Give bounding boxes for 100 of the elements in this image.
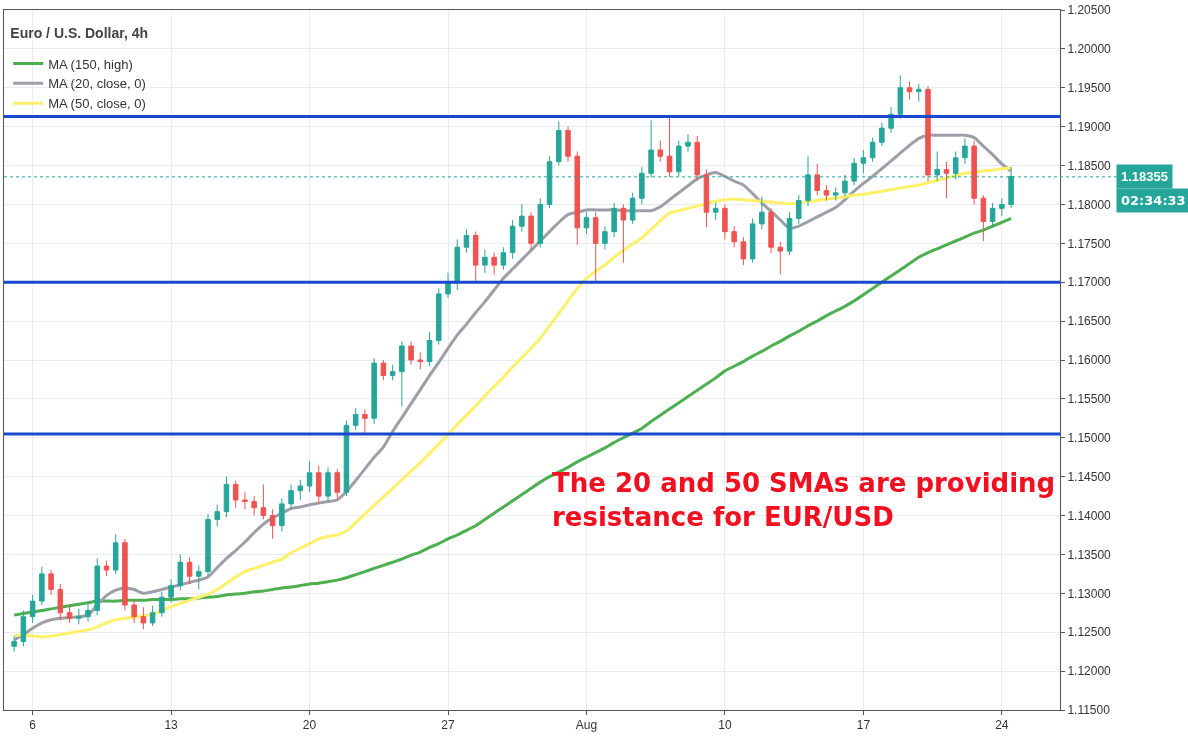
- candlestick: [694, 135, 700, 182]
- candlestick: [574, 151, 580, 246]
- candlestick: [371, 357, 377, 425]
- candlestick: [149, 605, 156, 627]
- candlestick: [759, 196, 765, 230]
- y-tick-label: 1.12500: [1067, 625, 1112, 640]
- candlestick: [454, 238, 460, 291]
- candlestick: [814, 163, 820, 196]
- x-tick-label: 20: [302, 718, 317, 733]
- candlestick: [971, 140, 977, 205]
- x-tick-label: 24: [995, 718, 1009, 733]
- candlestick: [537, 197, 544, 248]
- candlestick: [491, 252, 497, 275]
- candlestick: [57, 583, 64, 622]
- candlestick: [242, 491, 248, 510]
- candlestick: [399, 340, 405, 408]
- candlestick: [112, 533, 119, 575]
- candlestick: [768, 207, 774, 254]
- candlestick: [962, 137, 968, 165]
- candlestick: [796, 194, 802, 225]
- candlestick: [556, 120, 562, 167]
- candlestick: [869, 137, 876, 163]
- candlestick: [989, 202, 996, 229]
- candlestick: [657, 140, 664, 163]
- candlestick: [685, 133, 691, 153]
- candlestick: [943, 161, 950, 199]
- candlestick: [879, 122, 885, 147]
- text: 02:34:33: [1121, 193, 1186, 208]
- y-tick-label: 1.14000: [1067, 508, 1112, 523]
- candlestick: [703, 168, 710, 228]
- candlestick: [519, 203, 525, 233]
- candlestick: [583, 211, 590, 235]
- candlestick: [205, 513, 211, 577]
- candlestick: [592, 211, 599, 283]
- candlestick: [712, 202, 719, 221]
- candlestick: [417, 351, 424, 370]
- x-tick-label: Aug: [575, 718, 598, 733]
- candlestick: [740, 236, 747, 266]
- candlestick: [66, 603, 73, 624]
- candlestick: [159, 591, 165, 618]
- y-tick-label: 1.17500: [1067, 236, 1112, 251]
- candlestick: [103, 560, 110, 577]
- candlestick: [223, 476, 230, 518]
- candlestick: [463, 228, 470, 254]
- candlestick: [251, 495, 257, 517]
- candlestick: [832, 186, 839, 202]
- y-tick-label: 1.20500: [1067, 3, 1112, 18]
- candlestick: [749, 217, 756, 264]
- candlestick: [602, 225, 608, 251]
- candlestick: [925, 85, 931, 182]
- ref-line-label: 1.18355: [1121, 169, 1168, 184]
- candlestick: [426, 331, 433, 367]
- candlestick: [288, 483, 294, 510]
- y-tick-label: 1.11500: [1067, 703, 1111, 718]
- y-tick-label: 1.13500: [1067, 547, 1112, 562]
- candlestick: [906, 81, 913, 100]
- candlestick: [999, 197, 1005, 217]
- y-tick-label: 1.12000: [1067, 664, 1112, 679]
- candlestick: [11, 635, 17, 653]
- candlestick: [48, 569, 54, 596]
- y-tick-label: 1.20000: [1067, 42, 1112, 57]
- y-tick-label: 1.13000: [1067, 586, 1112, 601]
- y-tick-label: 1.18000: [1067, 197, 1112, 212]
- candlestick: [777, 241, 784, 275]
- candlestick: [94, 557, 100, 616]
- candlestick: [565, 126, 571, 163]
- candlestick: [722, 203, 728, 240]
- candlestick: [131, 599, 137, 624]
- candlestick: [472, 231, 479, 283]
- candlestick: [325, 466, 331, 503]
- candlestick: [620, 203, 627, 264]
- candlestick: [316, 465, 322, 505]
- candlestick: [186, 557, 193, 585]
- candlestick: [408, 340, 414, 366]
- candlestick: [823, 184, 830, 202]
- candlestick: [786, 211, 793, 256]
- y-tick-label: 1.16000: [1067, 353, 1112, 368]
- candlestick: [279, 497, 285, 532]
- candlestick: [260, 483, 267, 520]
- candlestick: [168, 578, 174, 604]
- candlestick: [232, 480, 239, 509]
- text: Euro / U.S. Dollar, 4h: [10, 25, 149, 42]
- x-tick-label: 13: [164, 718, 179, 733]
- candlestick: [389, 364, 396, 381]
- candlestick: [629, 192, 636, 225]
- legend-label: MA (150, high): [48, 56, 133, 72]
- y-tick-label: 1.19000: [1067, 119, 1112, 134]
- candlestick: [39, 566, 45, 606]
- candlestick: [731, 225, 737, 248]
- legend-label: MA (50, close, 0): [48, 96, 146, 112]
- candlestick: [860, 149, 867, 174]
- y-tick-label: 1.17000: [1067, 275, 1112, 290]
- x-tick-label: 6: [29, 718, 37, 733]
- candlestick: [76, 608, 82, 625]
- candlestick: [334, 468, 340, 499]
- candlestick: [500, 246, 507, 271]
- candlestick: [482, 249, 488, 274]
- candlestick: [362, 409, 368, 435]
- y-tick-label: 1.14500: [1067, 469, 1112, 484]
- y-tick-label: 1.18500: [1067, 158, 1112, 173]
